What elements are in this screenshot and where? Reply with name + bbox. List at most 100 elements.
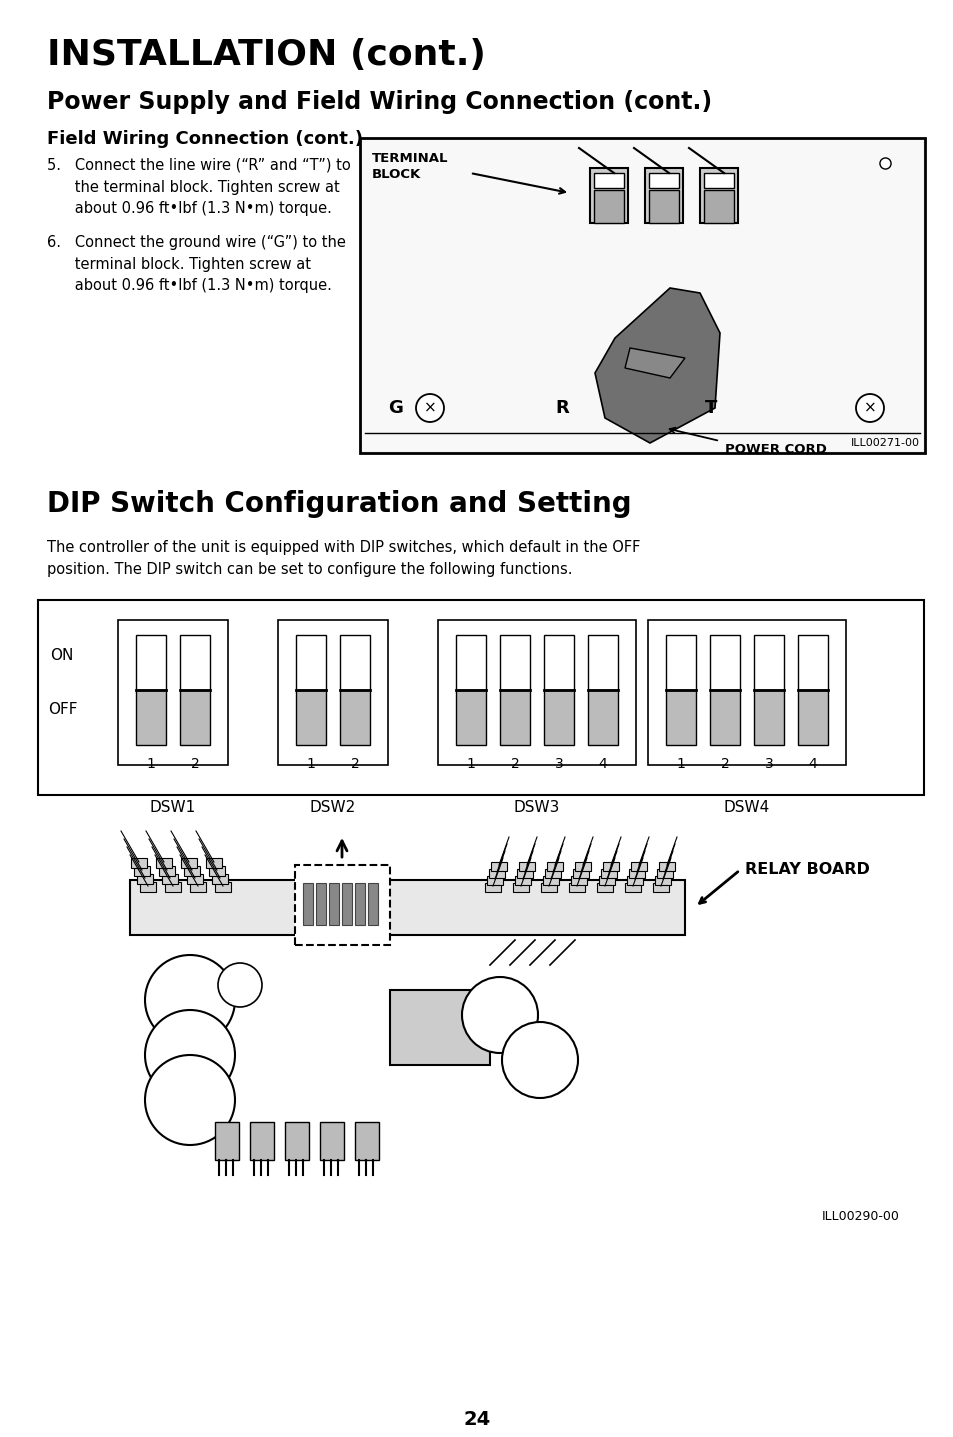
Text: RELAY BOARD: RELAY BOARD xyxy=(744,862,869,878)
Bar xyxy=(540,882,557,892)
Bar xyxy=(602,862,618,871)
Bar xyxy=(159,867,174,877)
Text: Field Wiring Connection (cont.): Field Wiring Connection (cont.) xyxy=(47,129,363,148)
Text: DSW2: DSW2 xyxy=(310,800,355,815)
Bar xyxy=(587,635,618,690)
Bar xyxy=(659,862,675,871)
Bar xyxy=(575,862,590,871)
Bar xyxy=(355,882,365,925)
Bar xyxy=(156,858,172,868)
Bar xyxy=(644,168,682,223)
Text: INSTALLATION (cont.): INSTALLATION (cont.) xyxy=(47,37,485,72)
Bar xyxy=(703,172,733,188)
Bar xyxy=(277,619,388,764)
Text: ILL00290-00: ILL00290-00 xyxy=(821,1210,899,1223)
Text: 1: 1 xyxy=(676,757,684,772)
Bar xyxy=(665,690,696,744)
Text: 2: 2 xyxy=(720,757,729,772)
Bar xyxy=(181,858,196,868)
Bar xyxy=(456,635,485,690)
Text: ON: ON xyxy=(50,648,73,662)
Bar xyxy=(180,635,210,690)
Bar xyxy=(587,690,618,744)
Bar xyxy=(589,168,627,223)
Bar xyxy=(214,882,231,892)
Bar xyxy=(797,690,827,744)
Bar xyxy=(513,882,529,892)
Bar xyxy=(250,1122,274,1160)
Bar xyxy=(594,190,623,223)
Bar xyxy=(118,619,228,764)
Bar xyxy=(626,877,642,885)
Circle shape xyxy=(218,963,262,1007)
Bar xyxy=(546,862,562,871)
Bar xyxy=(630,862,646,871)
Text: DIP Switch Configuration and Setting: DIP Switch Configuration and Setting xyxy=(47,490,631,517)
Bar xyxy=(368,882,377,925)
Bar xyxy=(315,882,326,925)
Bar xyxy=(133,867,150,877)
Bar xyxy=(571,877,586,885)
Bar xyxy=(517,869,533,878)
Bar xyxy=(295,635,326,690)
Text: 2: 2 xyxy=(510,757,518,772)
Bar xyxy=(131,858,147,868)
Text: ×: × xyxy=(862,401,876,415)
Bar xyxy=(624,882,640,892)
Bar xyxy=(753,690,783,744)
Bar xyxy=(184,867,200,877)
Bar xyxy=(303,882,313,925)
Bar xyxy=(38,601,923,795)
Bar xyxy=(518,862,535,871)
Bar xyxy=(515,877,531,885)
Bar xyxy=(355,1122,378,1160)
Circle shape xyxy=(145,1055,234,1145)
Bar xyxy=(648,172,679,188)
Bar xyxy=(339,690,370,744)
Bar xyxy=(491,862,506,871)
Bar xyxy=(489,869,504,878)
Text: 1: 1 xyxy=(306,757,315,772)
Text: Power Supply and Field Wiring Connection (cont.): Power Supply and Field Wiring Connection… xyxy=(47,91,711,114)
Bar xyxy=(359,138,924,453)
Text: POWER CORD: POWER CORD xyxy=(724,443,826,456)
Bar xyxy=(136,690,166,744)
Bar xyxy=(700,168,738,223)
Bar xyxy=(390,990,490,1065)
Text: ×: × xyxy=(423,401,436,415)
Text: DSW1: DSW1 xyxy=(150,800,196,815)
Text: DSW4: DSW4 xyxy=(723,800,769,815)
Bar xyxy=(499,690,530,744)
Bar xyxy=(212,874,228,884)
Text: R: R xyxy=(555,399,568,417)
Bar xyxy=(165,882,181,892)
Bar xyxy=(797,635,827,690)
Bar xyxy=(648,190,679,223)
Circle shape xyxy=(145,1010,234,1099)
Text: TERMINAL
BLOCK: TERMINAL BLOCK xyxy=(372,152,448,181)
Text: The controller of the unit is equipped with DIP switches, which default in the O: The controller of the unit is equipped w… xyxy=(47,540,639,576)
Bar xyxy=(136,635,166,690)
Bar xyxy=(542,877,558,885)
Bar xyxy=(573,869,588,878)
Text: OFF: OFF xyxy=(48,703,77,717)
Bar xyxy=(657,869,672,878)
Bar xyxy=(319,1122,344,1160)
Bar xyxy=(543,635,574,690)
Bar xyxy=(206,858,222,868)
Bar xyxy=(214,1122,239,1160)
Bar xyxy=(703,190,733,223)
Bar xyxy=(600,869,617,878)
Bar xyxy=(130,879,684,935)
Text: 2: 2 xyxy=(191,757,199,772)
Text: 3: 3 xyxy=(554,757,563,772)
Bar xyxy=(628,869,644,878)
Bar xyxy=(187,874,203,884)
Text: 3: 3 xyxy=(763,757,773,772)
Text: 4: 4 xyxy=(808,757,817,772)
Text: G: G xyxy=(388,399,402,417)
Bar xyxy=(647,619,845,764)
Text: 5.   Connect the line wire (“R” and “T”) to
      the terminal block. Tighten sc: 5. Connect the line wire (“R” and “T”) t… xyxy=(47,158,351,216)
Bar xyxy=(709,690,740,744)
Bar xyxy=(594,172,623,188)
